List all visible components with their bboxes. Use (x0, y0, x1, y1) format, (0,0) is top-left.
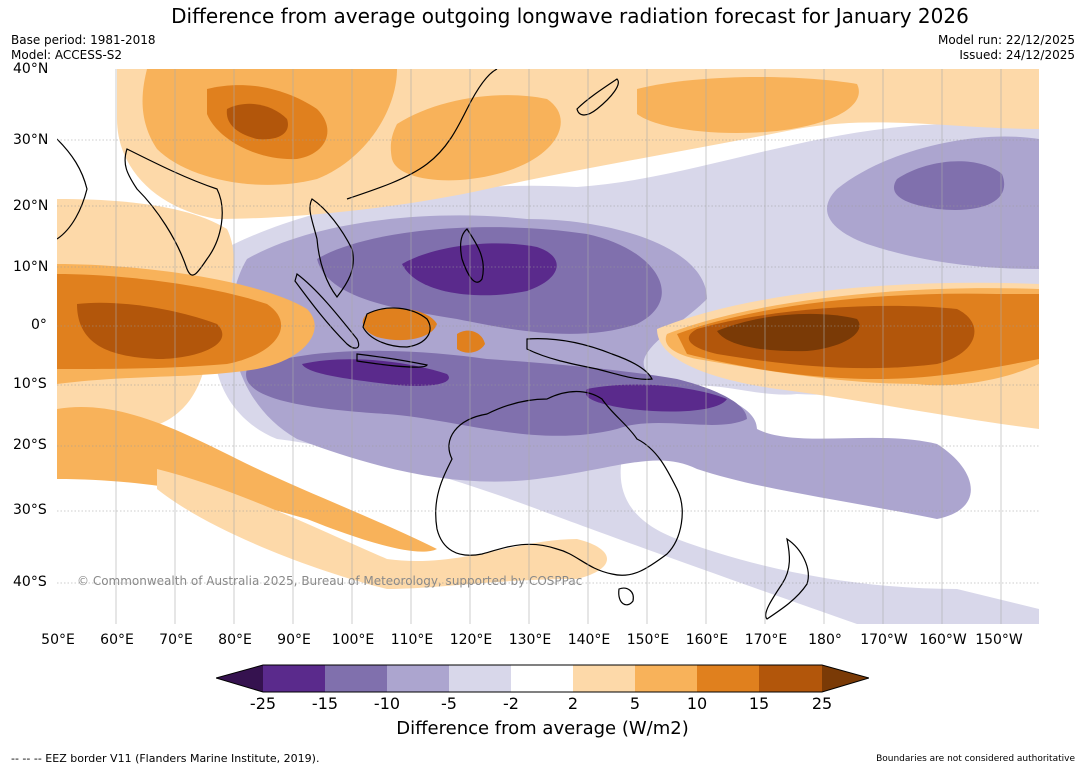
lon-label: 60°E (100, 632, 134, 648)
colorbar-tick: 15 (748, 694, 770, 713)
colorbar-segment (325, 665, 387, 692)
coastline-sumatra (294, 272, 360, 349)
colorbar-title: Difference from average (W/m2) (396, 718, 689, 739)
colorbar-segment (573, 665, 635, 692)
boundaries-disclaimer: Boundaries are not considered authoritat… (876, 754, 1075, 764)
lat-label: 40°N (13, 61, 49, 77)
lon-label: 110°E (390, 632, 434, 648)
colorbar-tick: 10 (686, 694, 708, 713)
colorbar-segment (822, 665, 869, 692)
coastline-japan (576, 78, 619, 116)
coastline-australia (435, 390, 683, 576)
anomaly-region-darkpurple-north-pacific (893, 161, 1005, 210)
coastline-philippines (460, 228, 484, 283)
colorbar-outline (216, 664, 869, 693)
lon-label: 170°E (744, 632, 788, 648)
lon-label: 150°E (626, 632, 670, 648)
coastline-java (356, 353, 428, 368)
eez-border-note: -- -- -- EEZ border V11 (Flanders Marine… (11, 752, 320, 765)
anomaly-region-orange-south-australia-light (157, 469, 607, 589)
lat-label: 10°N (13, 259, 49, 275)
colorbar-tick: -25 (249, 694, 277, 713)
anomaly-region-verydark-java (302, 359, 449, 386)
issued-date: Issued: 24/12/2025 (959, 48, 1075, 62)
colorbar-segment (387, 665, 449, 692)
model-run: Model run: 22/12/2025 (937, 33, 1075, 47)
coastline-arabia (57, 138, 88, 240)
anomaly-region-orange-south-indian (57, 407, 437, 552)
lon-label: 160°W (919, 632, 967, 648)
lat-label: 30°S (13, 502, 47, 518)
lat-label: 20°N (13, 198, 49, 214)
copyright-notice: © Commonwealth of Australia 2025, Bureau… (77, 574, 583, 588)
coastlines (57, 69, 809, 620)
colorbar-tick: -10 (373, 694, 401, 713)
coastline-china-coast (346, 69, 498, 200)
coastline-new-guinea (526, 338, 653, 380)
coastline-india (124, 148, 223, 276)
lat-label: 30°N (13, 132, 49, 148)
anomaly-region-orange-mid-north-pacific (637, 77, 859, 134)
colorbar-segment (216, 665, 263, 692)
anomaly-region-verydark-coral-sea (585, 384, 727, 412)
anomaly-region-orange-dark-sulawesi (457, 330, 485, 353)
lat-label: 10°S (13, 376, 47, 392)
colorbar-segment (449, 665, 511, 692)
lon-label: 170°W (860, 632, 908, 648)
anomaly-region-brown-indian (77, 302, 223, 359)
colorbar-segment (759, 665, 822, 692)
lon-label: 80°E (218, 632, 252, 648)
colorbar-tick: -2 (503, 694, 519, 713)
coastline-new-zealand (765, 537, 809, 620)
colorbar-tick: -5 (441, 694, 457, 713)
lon-label: 150°W (975, 632, 1023, 648)
lon-label: 130°E (508, 632, 552, 648)
meta-right: Model run: 22/12/2025 Issued: 24/12/2025 (938, 33, 1075, 63)
lon-label: 100°E (331, 632, 375, 648)
lon-label: 140°E (567, 632, 611, 648)
olr-anomaly-map (57, 69, 1039, 624)
lat-label: 40°S (13, 574, 47, 590)
lon-label: 120°E (449, 632, 493, 648)
anomaly-region-orange-dark-borneo (362, 308, 437, 341)
colorbar-tick: -15 (311, 694, 339, 713)
model-name: Model: ACCESS-S2 (11, 48, 123, 62)
lat-label: 0° (31, 317, 47, 333)
base-period: Base period: 1981-2018 (11, 33, 156, 47)
colorbar-tick: 25 (811, 694, 833, 713)
map-title-text: Difference from average outgoing longwav… (171, 4, 969, 28)
colorbar-tick: 5 (629, 694, 641, 713)
lon-label: 70°E (159, 632, 193, 648)
colorbar-segment (511, 665, 573, 692)
colorbar-segment (263, 665, 325, 692)
anomaly-region-brown-tibet (226, 103, 288, 140)
anomaly-region-verydark-philippines (402, 243, 557, 296)
meridians (115, 69, 1002, 624)
coastline-borneo (362, 307, 431, 348)
colorbar-segment (697, 665, 759, 692)
coastline-indochina (309, 198, 354, 298)
colorbar-tick: 2 (567, 694, 579, 713)
lon-label: 180° (808, 632, 842, 648)
colorbar-segment (635, 665, 697, 692)
colorbar (216, 664, 869, 693)
meta-left: Base period: 1981-2018 Model: ACCESS-S2 (11, 33, 156, 63)
map-title: Difference from average outgoing longwav… (0, 5, 1085, 27)
lat-label: 20°S (13, 437, 47, 453)
lon-label: 160°E (685, 632, 729, 648)
coastline-tasmania (618, 587, 634, 606)
graticule (57, 139, 1039, 584)
lon-label: 90°E (277, 632, 311, 648)
lon-label: 50°E (41, 632, 75, 648)
